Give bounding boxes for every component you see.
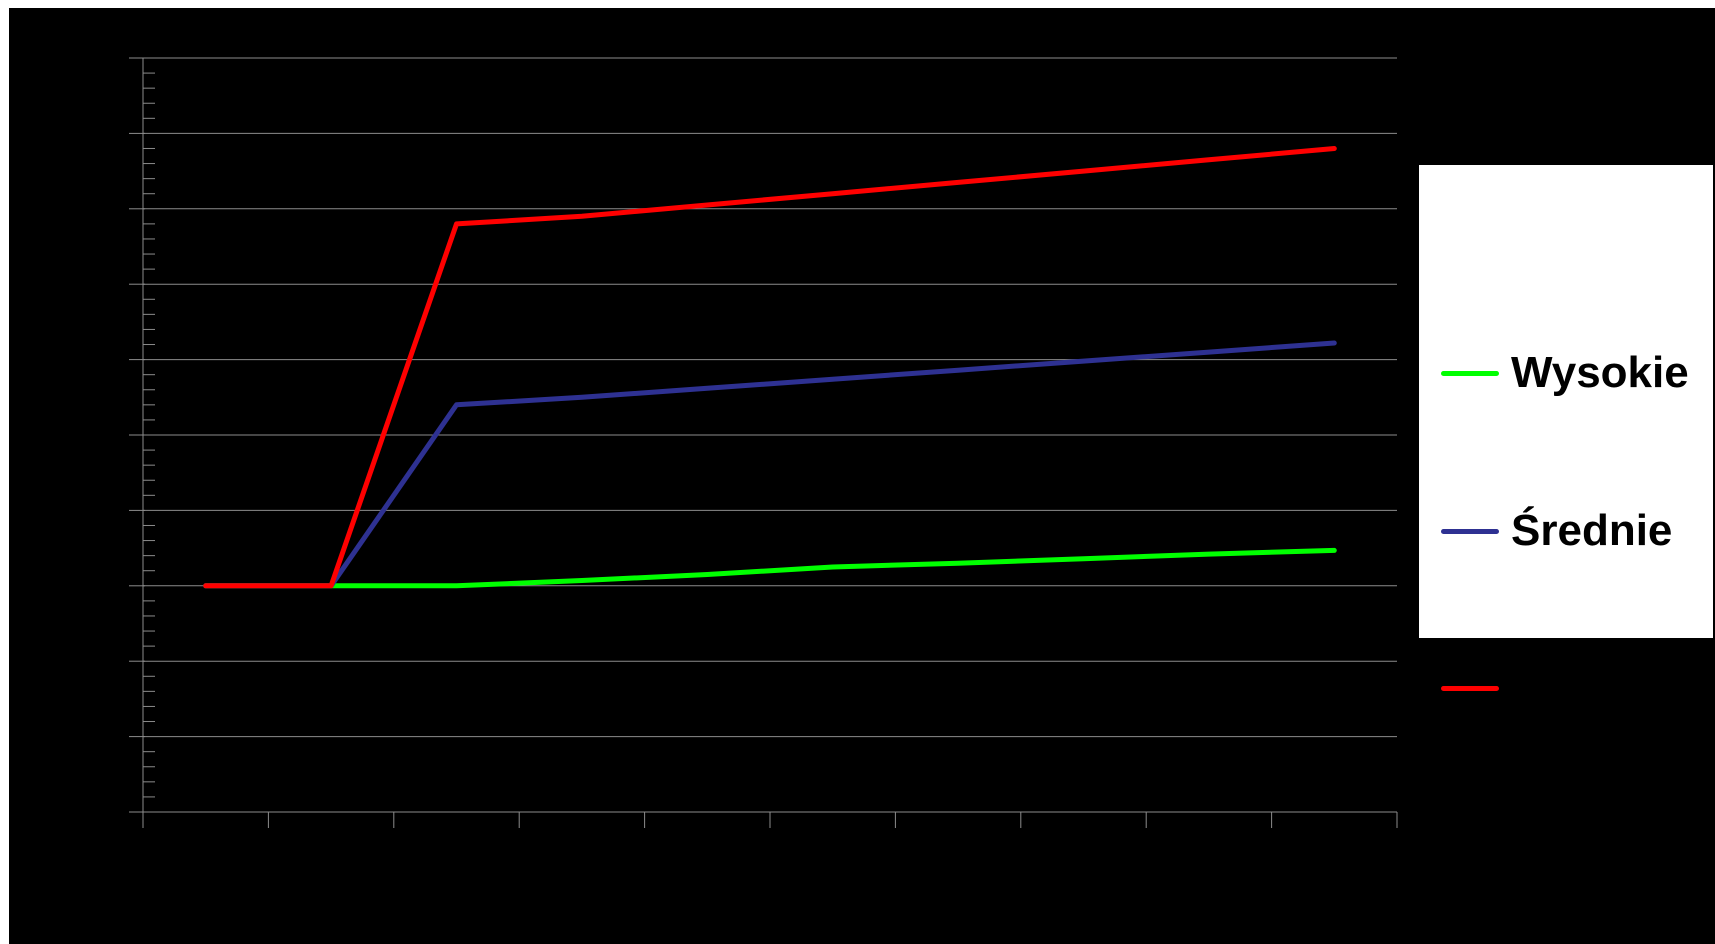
series-line-średnie [203, 340, 1337, 589]
chart-area: Wysokie Średnie Niskie [9, 8, 1715, 944]
gridlines [143, 57, 1397, 813]
legend-item-srednie: Średnie [1441, 501, 1672, 561]
series-line-niskie [203, 146, 1337, 589]
series-line-wysokie [203, 547, 1337, 589]
legend-swatch-niskie [1441, 685, 1499, 691]
legend-item-wysokie: Wysokie [1441, 343, 1689, 403]
legend-label-wysokie: Wysokie [1511, 348, 1689, 397]
series-lines [203, 146, 1337, 589]
legend-label-srednie: Średnie [1511, 506, 1673, 555]
axes [129, 57, 1398, 828]
legend-swatch-srednie [1441, 528, 1499, 534]
legend: Wysokie Średnie Niskie [1419, 165, 1713, 712]
legend-swatch-wysokie [1441, 370, 1499, 376]
legend-label-niskie: Niskie [1511, 663, 1641, 712]
line-chart [129, 57, 1398, 828]
legend-item-niskie: Niskie [1441, 658, 1641, 718]
